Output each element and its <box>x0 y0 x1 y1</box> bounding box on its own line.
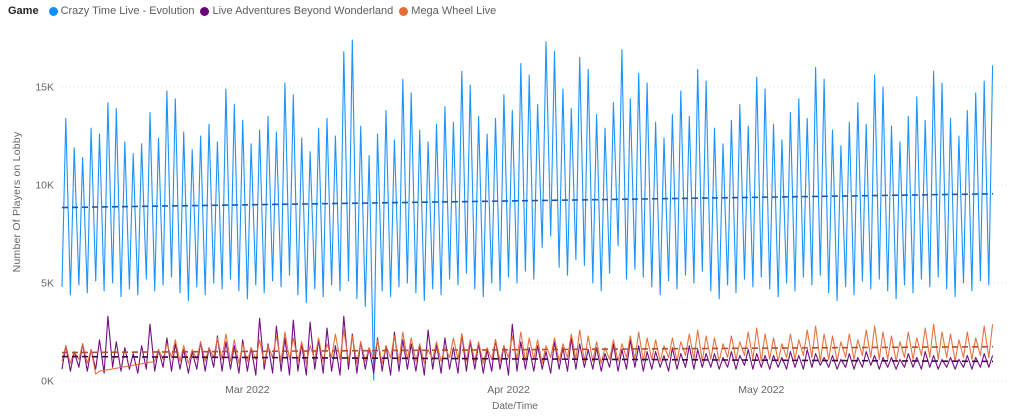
y-tick-0K: 0K <box>41 376 54 388</box>
trend-line-0 <box>61 193 994 209</box>
legend-item-mega-wheel[interactable]: Mega Wheel Live <box>399 5 496 17</box>
trend-line-1 <box>61 355 994 363</box>
y-tick-10K: 10K <box>35 180 54 192</box>
series-color-dot-mega-wheel <box>399 6 409 16</box>
x-tick-mar-2022: Mar 2022 <box>225 384 270 396</box>
legend-title: Game <box>8 5 39 17</box>
legend-item-label: Crazy Time Live - Evolution <box>60 5 195 17</box>
legend-item-label: Live Adventures Beyond Wonderland <box>212 5 394 17</box>
x-tick-apr-2022: Apr 2022 <box>487 384 530 396</box>
series-color-dot-live-adventures <box>200 6 210 16</box>
series-color-dot-crazy-time <box>48 6 58 16</box>
legend: Game Crazy Time Live - Evolution Live Ad… <box>8 5 496 17</box>
legend-item-crazy-time[interactable]: Crazy Time Live - Evolution <box>48 5 195 17</box>
x-axis-title: Date/Time <box>492 401 538 412</box>
x-tick-may-2022: May 2022 <box>738 384 784 396</box>
series-line-0[interactable] <box>61 39 994 381</box>
trend-line-2 <box>61 345 994 354</box>
legend-item-live-adventures[interactable]: Live Adventures Beyond Wonderland <box>200 5 393 17</box>
legend-item-label: Mega Wheel Live <box>411 5 497 17</box>
series-line-2[interactable] <box>61 323 994 375</box>
y-tick-15K: 15K <box>35 82 54 94</box>
y-tick-5K: 5K <box>41 278 54 290</box>
